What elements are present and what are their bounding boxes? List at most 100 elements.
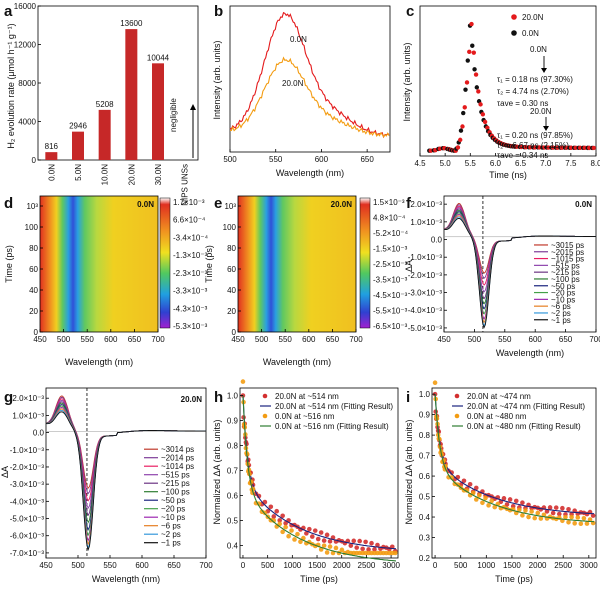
panel-c: c 4.5 5.0 5.5 6.0 6.5 7.0 7.5 8.0 Time (ns) Int… xyxy=(402,3,600,180)
panel-a-bar xyxy=(45,152,58,160)
panel-c-point xyxy=(546,145,551,150)
panel-d-ytick-label: 20 xyxy=(29,307,38,316)
panel-h-point xyxy=(298,539,303,545)
panel-d: d 0.0N 1.7×10⁻³ 6.6×10⁻⁴ -3.4×10⁻⁴ -1.3×10⁻… xyxy=(4,195,209,367)
panel-c-point xyxy=(473,72,479,77)
panel-i-point xyxy=(461,478,467,484)
panel-i-point xyxy=(467,481,473,487)
panel-h-point xyxy=(256,493,262,499)
panel-d-xtick-label: 600 xyxy=(104,335,118,344)
panel-i-point xyxy=(550,510,556,516)
panel-i-ytick-label: 0.2 xyxy=(419,554,431,563)
panel-d-frame xyxy=(39,195,159,333)
panel-e-colorbar xyxy=(359,197,371,329)
panel-h-point xyxy=(318,530,324,535)
panel-i-point xyxy=(541,512,547,518)
panel-c-ylabel: Intensity (arb. units) xyxy=(402,42,412,121)
panel-h-xtick-label: 1000 xyxy=(283,561,301,570)
panel-h-point xyxy=(333,545,339,551)
panel-e-xtick-label: 550 xyxy=(279,335,293,344)
panel-f-xtick-label: 700 xyxy=(589,335,600,344)
panel-i-point xyxy=(473,497,479,502)
panel-g-legend-label: ~50 ps xyxy=(161,496,185,505)
panel-c-point xyxy=(460,124,465,129)
panel-h-point xyxy=(366,547,371,552)
panel-f-xtick-label: 550 xyxy=(498,335,512,344)
panel-b-xlabel: Wavelength (nm) xyxy=(276,168,344,178)
panel-a-bar-label: 816 xyxy=(45,142,59,151)
panel-h-point xyxy=(363,539,368,545)
panel-h-ytick-label: 0.5 xyxy=(227,517,239,526)
panel-f-ytick-label: -5.0×10⁻³ xyxy=(408,324,443,333)
panel-c-point xyxy=(458,137,463,143)
panel-h-point xyxy=(357,538,362,544)
panel-d-xtick-label: 700 xyxy=(151,335,165,344)
panel-a-bar-label: 13600 xyxy=(120,19,143,28)
panel-h-point xyxy=(327,544,333,549)
panel-h-xtick-label: 500 xyxy=(261,561,275,570)
panel-c-point xyxy=(458,128,464,133)
panel-h-point xyxy=(304,531,309,536)
panel-f-legend-label: ~100 ps xyxy=(551,275,580,284)
panel-h-point xyxy=(277,521,282,527)
panel-i-point xyxy=(473,485,479,491)
panel-b-label-1: 20.0N xyxy=(282,79,304,88)
panel-b-series-1 xyxy=(229,56,390,138)
panel-h-fit-line xyxy=(242,395,397,550)
panel-d-ytick-label: 40 xyxy=(29,286,38,295)
panel-c-annot-b-line-1: τ₂ = 6.67 ns (2.15%) xyxy=(497,141,569,150)
panel-g-legend-label: ~1 ps xyxy=(161,539,181,548)
panel-e-xtick-label: 500 xyxy=(255,335,269,344)
panel-h-point xyxy=(280,513,285,519)
panel-c-xtick-label: 5.5 xyxy=(465,159,477,168)
panel-f-ytick-label: -1.0×10⁻³ xyxy=(408,253,443,262)
panel-c-annot-a-arrow-head xyxy=(541,68,547,73)
panel-b-xtick-label: 500 xyxy=(223,155,237,164)
panel-a-xtick-label: 0.0N xyxy=(47,164,56,181)
panel-h-point xyxy=(277,518,282,523)
panel-d-colorbar-label: -5.3×10⁻³ xyxy=(173,322,208,331)
panel-e-label: 20.0N xyxy=(331,200,353,209)
panel-h-point xyxy=(283,520,288,526)
panel-h-fit-line xyxy=(242,395,397,562)
panel-h-xtick-label: 0 xyxy=(241,561,246,570)
panel-i-point xyxy=(587,517,593,522)
panel-i-legend-label: 20.0N at ~474 nm xyxy=(467,392,531,401)
panel-c-point xyxy=(462,105,467,110)
panel-i-ytick-label: 0.3 xyxy=(419,534,431,543)
panel-f-legend-label: ~1015 ps xyxy=(551,255,584,264)
panel-i-ytick-label: 1.0 xyxy=(419,390,431,399)
panel-i-point xyxy=(480,500,485,506)
panel-c-point xyxy=(577,145,583,151)
panel-label-c: c xyxy=(406,3,414,20)
panel-i-xtick-label: 3000 xyxy=(580,561,598,570)
panel-c-legend-marker-0 xyxy=(511,14,517,20)
panel-a-annotation: negligible xyxy=(169,98,178,132)
panel-h-xtick-label: 2000 xyxy=(333,561,351,570)
panel-a-xtick-label: 20.0N xyxy=(127,164,136,186)
panel-a-ytick-label: 12000 xyxy=(14,41,37,50)
panel-h-xtick-label: 3000 xyxy=(382,561,400,570)
panel-h-point xyxy=(327,539,333,544)
panel-c-legend-1: 0.0N xyxy=(522,29,539,38)
panel-i-legend-label: 20.0N at ~474 nm (Fitting Result) xyxy=(467,402,585,411)
panel-i-point xyxy=(581,516,587,521)
panel-h-ytick-label: 1.0 xyxy=(227,392,239,401)
panel-h-xtick-label: 2500 xyxy=(358,561,376,570)
panel-a-bar xyxy=(125,29,138,160)
panel-h-point xyxy=(307,526,312,532)
panel-d-colorbar xyxy=(159,197,171,329)
panel-i-point xyxy=(532,515,538,521)
panel-i-xtick-label: 2000 xyxy=(529,561,547,570)
panel-g-legend-label: ~2014 ps xyxy=(161,454,194,463)
panel-d-colorbar-label: -2.3×10⁻³ xyxy=(173,269,208,278)
panel-c-point xyxy=(555,145,560,150)
panel-e-ytick-label: 10³ xyxy=(224,202,236,211)
panel-h-legend-label: 20.0N at ~514 nm xyxy=(275,392,339,401)
panel-a-bar-label: 10044 xyxy=(147,53,170,62)
panel-f-frame xyxy=(443,195,597,333)
panel-c-annot-b-title: 20.0N xyxy=(530,107,552,116)
panel-c-xtick-label: 7.0 xyxy=(540,159,552,168)
panel-h-point xyxy=(375,542,380,548)
